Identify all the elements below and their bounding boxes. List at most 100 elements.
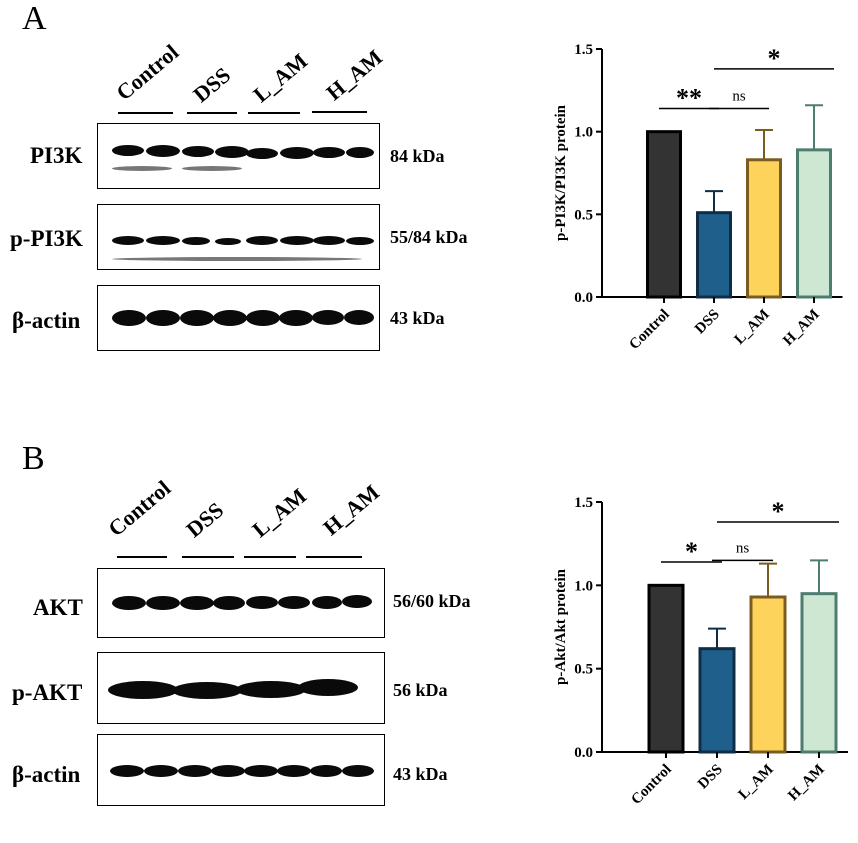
band [342,765,374,777]
band [110,765,144,777]
lane-bracket-control-b [117,556,167,558]
bar-dss [698,647,736,754]
lane-bracket-l-am [248,112,300,114]
lane-label-control: Control [111,39,184,106]
band [146,145,180,157]
bar-h-am [800,592,838,754]
blot-akt [97,568,385,638]
band [215,146,249,158]
y-axis-label: p-PI3K/PI3K protein [553,104,569,241]
band [346,237,374,245]
band [112,166,172,171]
panel-b-letter: B [22,440,45,477]
lane-label-h-am-b: H_AM [318,479,384,541]
x-tick-label: DSS [695,762,726,793]
blot-label-pi3k: PI3K [30,143,83,168]
band [211,765,245,777]
band [236,681,306,698]
bar-dss [696,211,732,299]
y-tick-label: 1.0 [574,125,593,141]
blot-size-pi3k: 84 kDa [390,146,445,166]
band [182,237,210,245]
x-tick-label: DSS [692,307,723,338]
x-tick-label: L_AM [735,762,776,803]
band [246,236,278,245]
y-tick-label: 1.5 [574,42,593,58]
band [108,681,178,699]
y-tick-label: 0.0 [574,745,593,761]
x-tick-label: L_AM [731,307,772,348]
blot-size-beta-actin-b: 43 kDa [393,764,448,784]
lane-bracket-l-am-b [244,556,296,558]
band [112,145,144,156]
blot-label-p-pi3k: p-PI3K [10,226,83,251]
band [213,596,245,610]
band [213,310,247,326]
bar-control [647,583,685,754]
y-tick-label: 0.5 [574,207,593,223]
band [280,147,314,159]
band [312,596,342,609]
x-tick-label: Control [628,762,674,808]
significance-label: ns [732,89,746,105]
band [313,236,345,245]
band [278,596,310,609]
chart-p-akt-ratio: 0.0 0.5 1.0 1.5 p-Akt/Akt protein Control DSS L… [553,495,848,808]
band [112,596,146,610]
band [146,236,180,245]
chart-p-pi3k-ratio: 0.0 0.5 1.0 1.5 p-PI3K/PI3K protein Control DS… [553,42,843,353]
band [178,765,212,777]
y-axis-label: p-Akt/Akt protein [553,568,569,685]
lane-label-dss-b: DSS [181,497,229,543]
significance-label: * [685,537,698,566]
band [310,765,342,777]
y-tick-label: 0.0 [574,290,593,306]
band [112,257,362,261]
blot-beta-actin-b [97,734,385,806]
x-tick-label: H_AM [785,762,828,805]
blot-label-beta-actin-a: β-actin [12,308,81,333]
lane-label-dss: DSS [188,62,236,108]
band [280,236,314,245]
band [180,596,214,610]
lane-label-l-am: L_AM [248,48,313,108]
lane-bracket-h-am [312,111,367,113]
band [146,310,180,326]
band [246,148,278,159]
band [279,310,313,326]
band [277,765,311,777]
blot-label-akt: AKT [33,595,83,620]
band [313,147,345,158]
band [298,679,358,696]
bar-control [646,130,682,299]
band [172,682,242,699]
significance-label: * [772,497,785,526]
blot-p-pi3k [97,204,380,270]
lane-bracket-dss-b [182,556,234,558]
band [112,310,146,326]
band [144,765,178,777]
band [112,236,144,245]
lane-bracket-control [118,112,173,114]
blot-size-p-akt: 56 kDa [393,680,448,700]
bar-l-am [746,158,782,299]
band [180,310,214,326]
blot-label-beta-actin-b: β-actin [12,762,81,787]
bar-h-am [796,148,832,299]
blot-pi3k [97,123,380,189]
band [182,146,214,157]
blot-label-p-akt: p-AKT [12,680,83,705]
band [342,595,372,608]
band [146,596,180,610]
significance-label: ns [736,540,750,556]
y-tick-label: 0.5 [574,662,593,678]
blot-size-akt: 56/60 kDa [393,591,471,611]
panel-a-letter: A [22,0,47,37]
blot-size-beta-actin-a: 43 kDa [390,308,445,328]
blot-beta-actin-a [97,285,380,351]
lane-label-control-b: Control [103,475,176,542]
band [215,238,241,245]
x-tick-label: H_AM [780,307,823,350]
band [182,166,242,171]
band [246,596,278,609]
